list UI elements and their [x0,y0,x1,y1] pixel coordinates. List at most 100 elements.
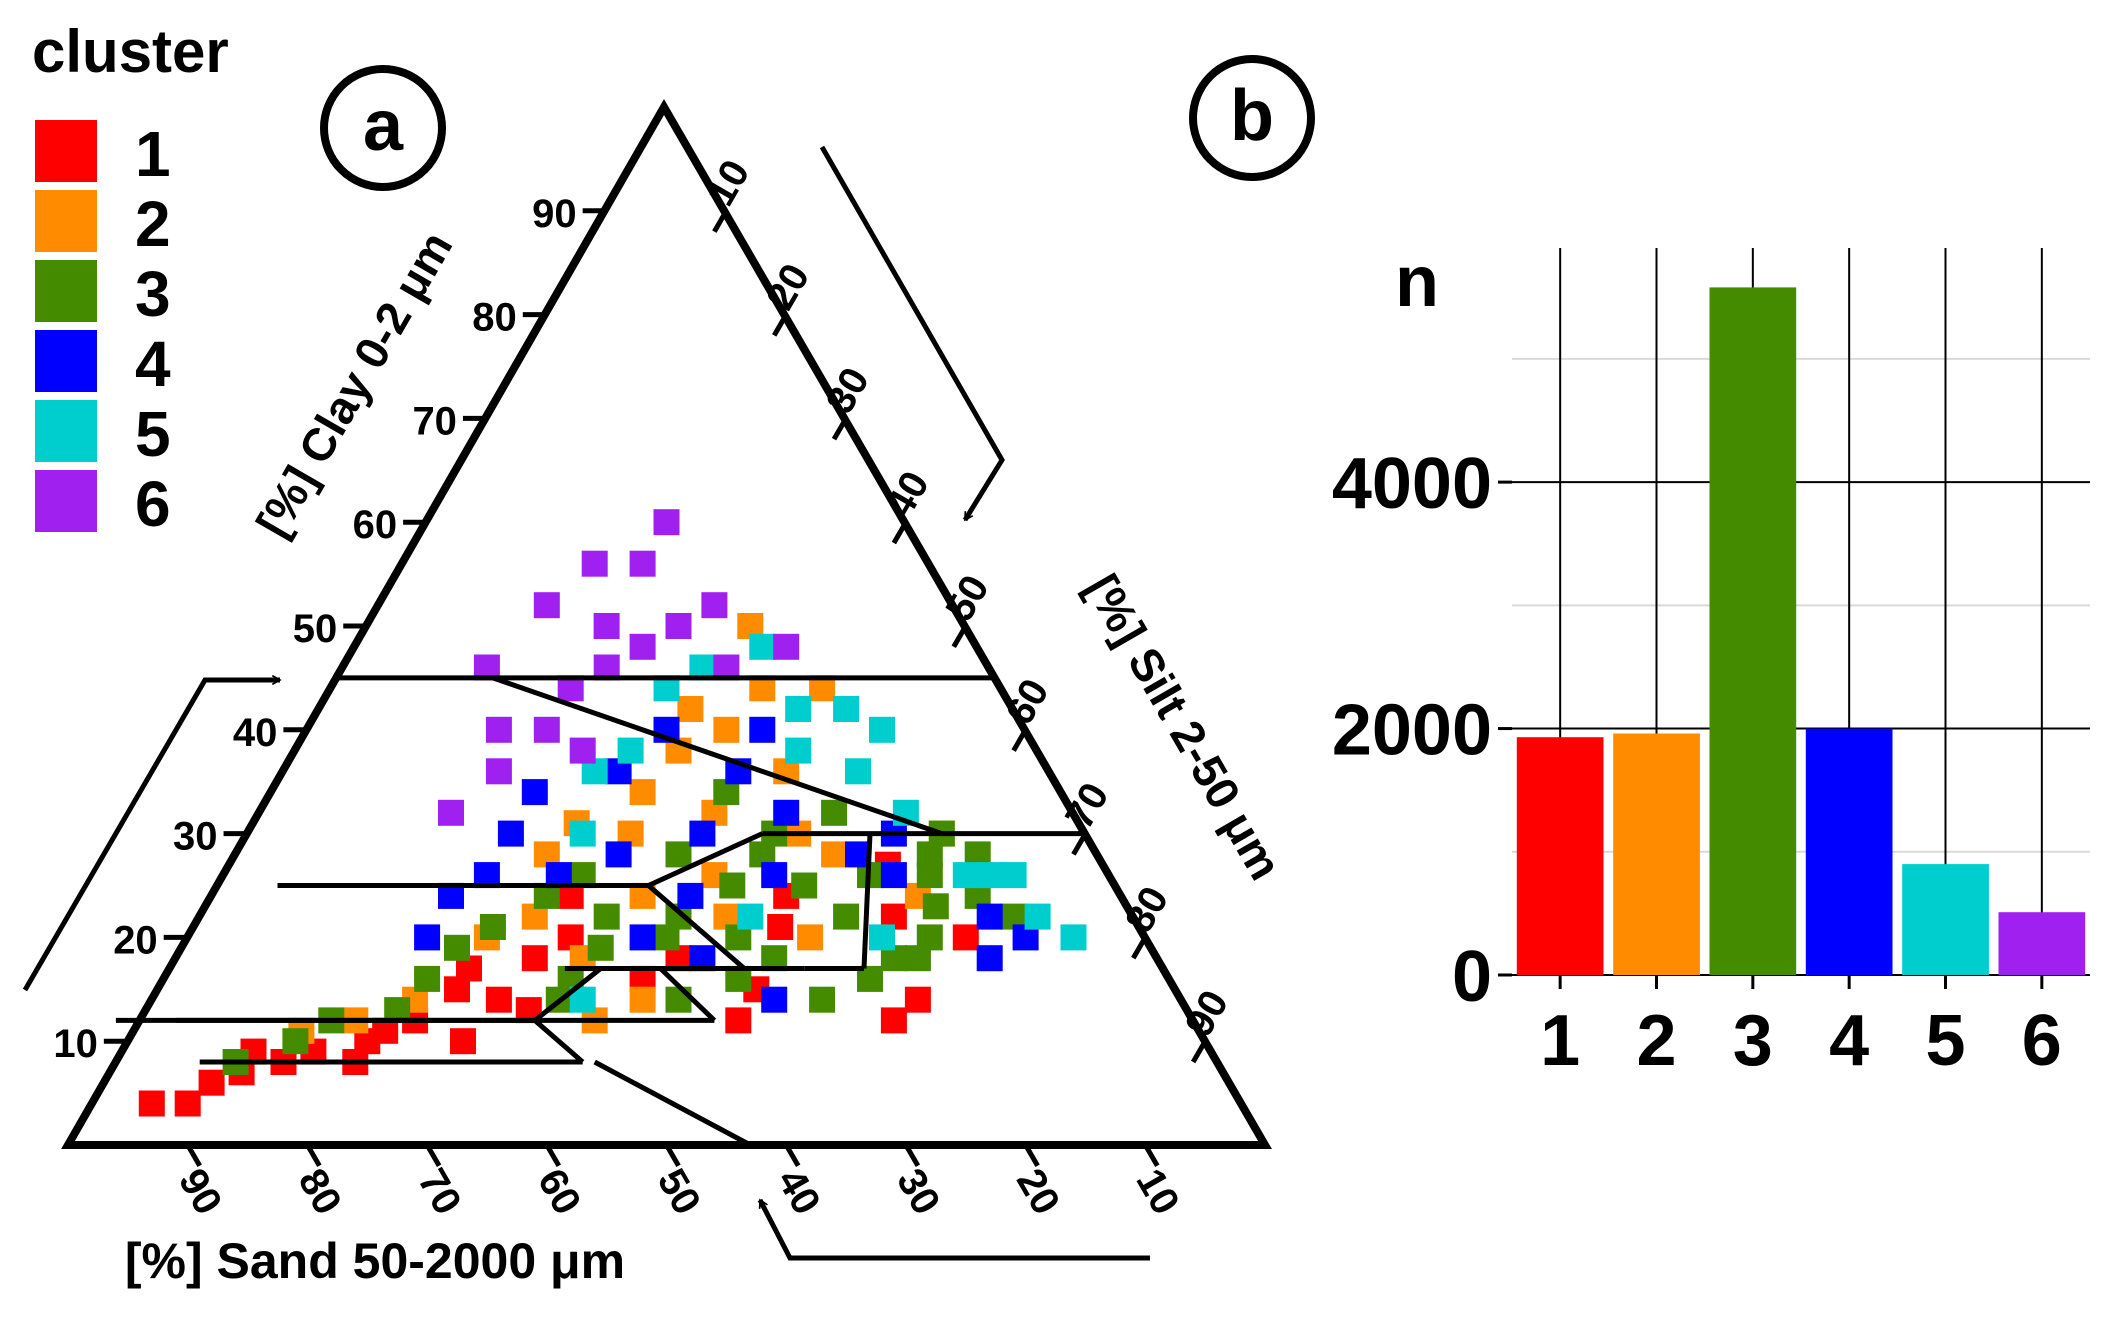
ternary-point-cluster-1 [904,986,931,1013]
bar-cluster-3 [1709,287,1797,975]
silt-tick [1190,1039,1208,1064]
ternary-point-cluster-3 [414,965,441,992]
legend-label-5: 5 [135,398,171,470]
ternary-point-cluster-4 [749,716,776,743]
sand-tick [185,1143,202,1168]
ternary-point-cluster-4 [761,862,788,889]
bar-cluster-1 [1516,737,1604,975]
ternary-point-cluster-6 [773,633,800,660]
clay-tick-label: 50 [293,607,338,651]
legend-label-3: 3 [135,258,171,330]
silt-tick-label: 90 [1177,983,1237,1044]
silt-tick [831,417,849,441]
ternary-point-cluster-3 [809,986,836,1013]
texture-class-line [533,1018,585,1064]
ternary-point-cluster-4 [773,799,800,826]
legend-label-1: 1 [135,118,171,190]
ternary-point-cluster-5 [785,737,812,764]
ternary-point-cluster-4 [521,779,548,806]
ternary-points [138,509,1087,1117]
legend-swatch-2 [35,190,97,252]
legend-label-4: 4 [135,328,171,400]
ternary-point-cluster-6 [665,613,692,639]
axis-direction-arrows [22,145,1150,1261]
sand-tick-label: 60 [529,1162,589,1223]
ternary-point-cluster-1 [767,914,794,940]
ternary-point-cluster-4 [629,924,656,951]
silt-tick [951,624,968,649]
sand-tick-label: 20 [1008,1162,1068,1223]
ternary-point-cluster-2 [629,986,656,1013]
silt-tick [1131,936,1148,960]
sand-tick [305,1143,322,1168]
legend-title: cluster [32,18,229,85]
bar-chart-bars [1516,287,2086,975]
ternary-point-cluster-3 [665,986,692,1013]
legend-swatch-4 [35,330,97,392]
ternary-point-cluster-1 [174,1090,201,1117]
ternary-point-cluster-5 [569,820,596,847]
ternary-point-cluster-5 [869,924,895,951]
ternary-point-cluster-6 [581,550,608,577]
ternary-point-cluster-4 [761,986,788,1013]
ternary-point-cluster-6 [629,633,656,660]
silt-tick [1071,832,1088,856]
bar-y-tick-label: 0 [1452,937,1492,1017]
ternary-point-cluster-6 [629,550,656,577]
ternary-point-cluster-3 [904,945,931,972]
texture-class-line [861,833,873,969]
bar-y-tick-label: 2000 [1332,691,1492,771]
silt-axis-title: [%] Silt 2-50 μm [1076,566,1292,889]
bar-x-tick-label: 4 [1829,1001,1869,1081]
bar-chart-y-label: n [1395,242,1439,322]
texture-class-line [533,966,603,1023]
sand-tick-label: 90 [170,1162,230,1223]
ternary-point-cluster-1 [725,1007,752,1034]
sand-tick-label: 30 [888,1162,948,1223]
ternary-point-cluster-1 [952,924,979,951]
ternary-point-cluster-3 [282,1028,309,1055]
ternary-point-cluster-5 [976,862,1003,889]
ternary-point-cluster-4 [689,820,716,847]
silt-tick-label: 30 [818,360,878,421]
ternary-point-cluster-3 [719,872,746,899]
ternary-point-cluster-6 [593,613,620,639]
clay-tick-label: 30 [173,815,218,859]
texture-class-line [593,1059,752,1148]
clay-tick-label: 20 [113,918,158,962]
silt-tick [772,313,789,337]
ternary-point-cluster-5 [952,862,979,889]
ternary-point-cluster-2 [713,716,740,743]
sand-tick-label: 40 [768,1162,828,1223]
ternary-point-cluster-3 [833,903,860,930]
sand-tick-label: 70 [409,1162,469,1223]
ternary-point-cluster-6 [485,716,512,743]
clay-axis-title: [%] Clay 0-2 μm [246,223,462,546]
ternary-point-cluster-4 [497,820,524,847]
bar-cluster-2 [1613,733,1700,975]
ternary-point-cluster-5 [785,696,812,722]
bar-y-tick-label: 4000 [1332,444,1492,524]
clay-tick-label: 10 [53,1022,98,1066]
sand-tick [664,1143,681,1168]
panel-label-b-text: b [1230,76,1274,156]
ternary-point-cluster-5 [833,696,860,722]
silt-tick-label: 70 [1057,776,1117,837]
ternary-point-cluster-5 [1060,924,1087,951]
sand-tick-label: 80 [290,1162,350,1223]
sand-tick [424,1143,442,1168]
ternary-point-cluster-3 [922,893,949,920]
ternary-point-cluster-1 [521,945,548,972]
silt-direction-arrow [819,145,1005,522]
bar-x-tick-label: 6 [2022,1001,2062,1081]
sand-tick [544,1143,561,1168]
silt-tick-label: 10 [698,153,758,214]
ternary-point-cluster-6 [569,737,596,764]
silt-tick-label: 40 [878,464,938,525]
texture-class-line [647,831,764,888]
ternary-point-cluster-3 [665,841,692,868]
legend-swatch-1 [35,120,97,182]
clay-tick-label: 90 [532,192,577,236]
